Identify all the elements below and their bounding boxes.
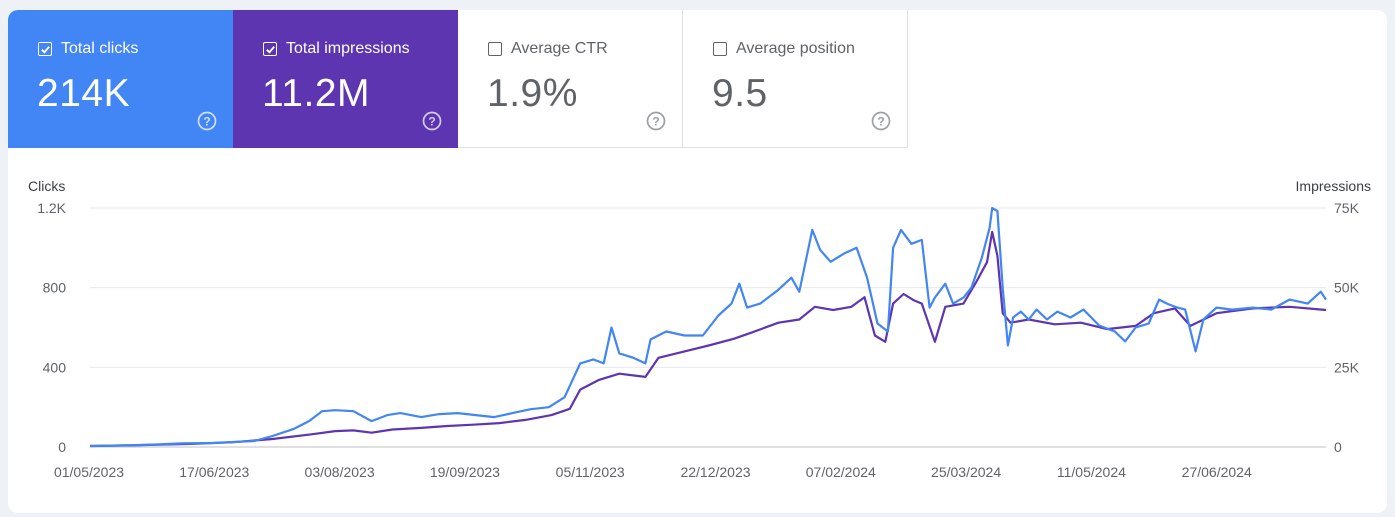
checkbox-icon[interactable]	[713, 42, 727, 56]
svg-text:?: ?	[652, 114, 659, 128]
x-tick-label: 19/09/2023	[430, 464, 500, 480]
x-tick-label: 03/08/2023	[305, 464, 375, 480]
right-tick-label: 50K	[1334, 280, 1360, 296]
metric-header: Total impressions	[263, 40, 410, 58]
metric-average-position[interactable]: Average position 9.5 ?	[683, 10, 908, 148]
svg-text:?: ?	[877, 114, 884, 128]
left-axis-title: Clicks	[28, 178, 65, 194]
metric-tabs: Total clicks 214K ? Total impressions 11…	[8, 10, 908, 148]
svg-text:?: ?	[203, 114, 210, 128]
x-tick-label: 17/06/2023	[179, 464, 249, 480]
metric-header: Total clicks	[38, 40, 138, 58]
series-line-clicks	[89, 206, 1327, 448]
metric-value: 1.9%	[487, 72, 578, 115]
svg-text:?: ?	[428, 114, 435, 128]
metric-total-impressions[interactable]: Total impressions 11.2M ?	[233, 10, 458, 148]
checkbox-icon[interactable]	[38, 42, 52, 56]
checkbox-icon[interactable]	[488, 42, 502, 56]
x-tick-label: 27/06/2024	[1182, 464, 1252, 480]
right-axis-title: Impressions	[1296, 178, 1371, 194]
chart-svg: Clicks Impressions 0 0 400 25K 800 50K 1.2K 75K 01…	[28, 178, 1371, 480]
metric-label: Average CTR	[511, 40, 608, 57]
x-tick-label: 22/12/2023	[680, 464, 750, 480]
right-tick-label: 75K	[1334, 200, 1360, 216]
left-tick-label: 1.2K	[37, 200, 66, 216]
metric-value: 9.5	[712, 72, 768, 115]
x-tick-label: 25/03/2024	[931, 464, 1001, 480]
metric-header: Average position	[713, 40, 855, 58]
x-tick-label: 05/11/2023	[556, 464, 625, 480]
x-tick-label: 01/05/2023	[54, 464, 124, 480]
performance-card: Total clicks 214K ? Total impressions 11…	[8, 10, 1387, 513]
left-tick-label: 0	[58, 439, 66, 455]
left-tick-label: 400	[43, 359, 67, 375]
metric-average-ctr[interactable]: Average CTR 1.9% ?	[458, 10, 683, 148]
help-circle-icon[interactable]: ?	[197, 111, 217, 131]
x-tick-label: 07/02/2024	[806, 464, 876, 480]
metric-total-clicks[interactable]: Total clicks 214K ?	[8, 10, 233, 148]
metric-label: Total clicks	[61, 40, 139, 57]
help-circle-icon[interactable]: ?	[646, 111, 666, 131]
metric-value: 11.2M	[262, 72, 370, 115]
metric-header: Average CTR	[488, 40, 608, 58]
metric-label: Average position	[736, 40, 855, 57]
help-circle-icon[interactable]: ?	[422, 111, 442, 131]
left-tick-label: 800	[43, 280, 67, 296]
metric-label: Total impressions	[286, 40, 410, 57]
x-tick-label: 11/05/2024	[1057, 464, 1126, 480]
metric-value: 214K	[37, 72, 131, 115]
series-line-impressions	[89, 230, 1327, 448]
help-circle-icon[interactable]: ?	[871, 111, 891, 131]
right-tick-label: 0	[1334, 439, 1342, 455]
right-tick-label: 25K	[1334, 359, 1360, 375]
checkbox-icon[interactable]	[263, 42, 277, 56]
performance-chart: Clicks Impressions 0 0 400 25K 800 50K 1.2K 75K 01…	[8, 170, 1387, 513]
